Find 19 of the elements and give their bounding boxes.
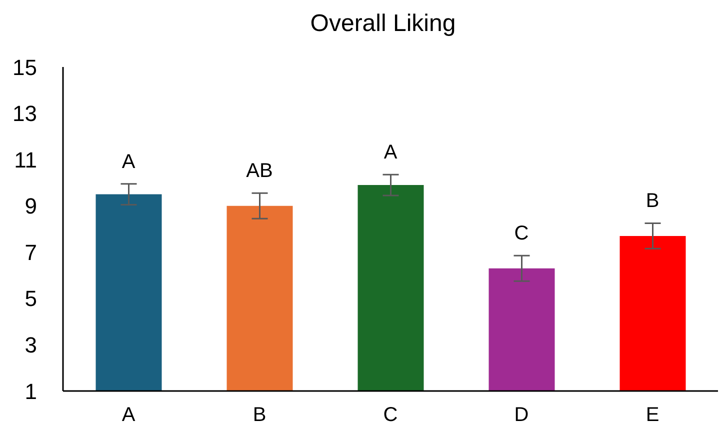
x-tick-label: A [122, 404, 136, 426]
x-tick-label: C [383, 404, 398, 426]
annotation: AB [246, 160, 273, 182]
x-tick-label: D [514, 404, 529, 426]
y-tick-label: 5 [24, 286, 37, 312]
annotation: C [514, 222, 529, 245]
x-tick-label: E [646, 404, 660, 426]
annotation: A [122, 150, 136, 173]
y-tick-label: 3 [24, 332, 37, 358]
y-tick-label: 1 [24, 378, 37, 404]
x-tick-label: B [252, 404, 266, 426]
chart-title: Overall Liking [309, 10, 457, 38]
y-tick-label: 11 [14, 147, 37, 172]
y-tick-label: 7 [24, 240, 37, 265]
annotation: A [384, 142, 398, 164]
y-tick-label: 15 [12, 54, 37, 80]
y-tick-label: 9 [24, 194, 37, 219]
y-tick-label: 13 [12, 101, 37, 126]
annotation: B [646, 190, 660, 212]
